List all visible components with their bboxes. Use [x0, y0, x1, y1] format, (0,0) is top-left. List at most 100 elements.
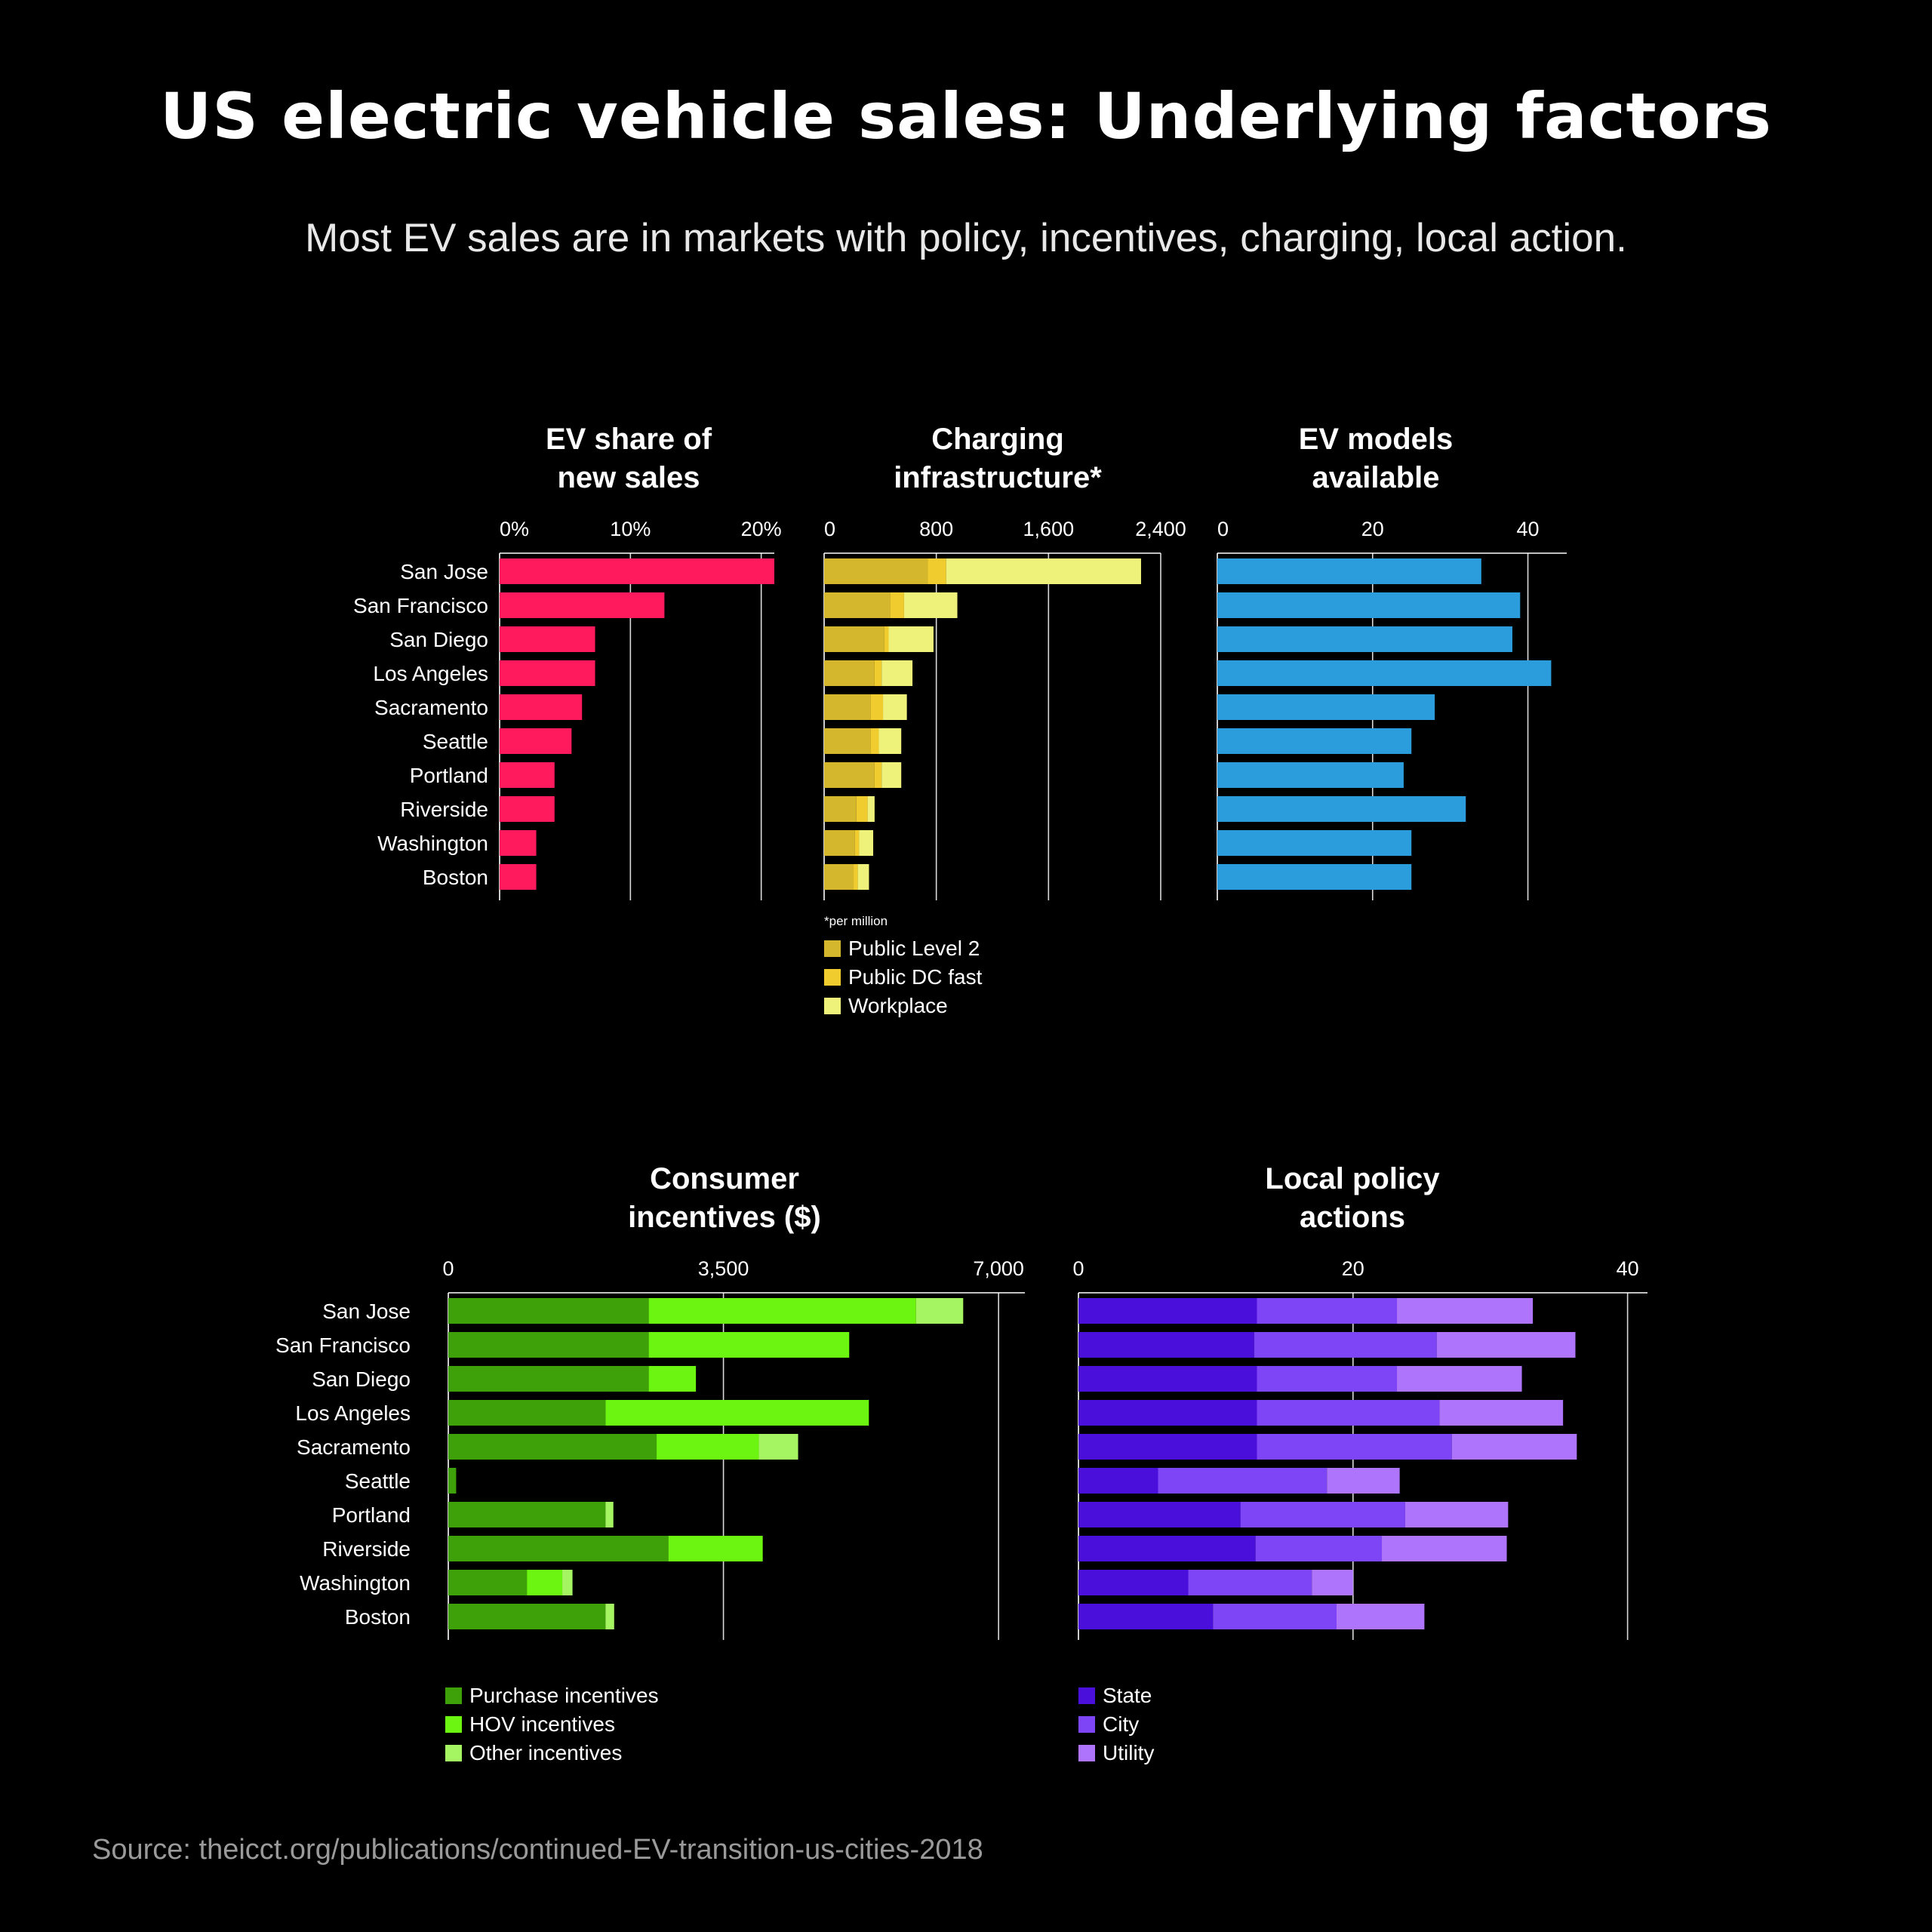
- bar-los-angeles-state: [1078, 1400, 1257, 1426]
- legend-label: Other incentives: [469, 1741, 622, 1764]
- bar-boston-purchase-incentives: [448, 1604, 606, 1629]
- bar-los-angeles-hov-incentives: [605, 1400, 869, 1426]
- bar-riverside-public-level-2: [824, 796, 857, 822]
- chart-ev-share-of-new-sales: EV share of new sales 0% 10% 20% San Jose San …: [353, 423, 782, 900]
- panel-title: Consumer incentives ($): [628, 1162, 821, 1234]
- bar-washington-state: [1078, 1570, 1189, 1595]
- bar-boston-other-incentives: [605, 1604, 614, 1629]
- bar-washington-workplace: [859, 830, 874, 856]
- page-title: US electric vehicle sales: Underlying fa…: [160, 79, 1772, 153]
- bar-los-angeles: [1217, 660, 1552, 686]
- bar-san-diego-utility: [1397, 1366, 1522, 1392]
- category-label: Portland: [410, 764, 488, 787]
- category-label: San Diego: [389, 628, 488, 651]
- panel-title: Local policy actions: [1265, 1162, 1440, 1234]
- tick-label: 1,600: [1023, 518, 1075, 540]
- tick-label: 0: [442, 1257, 454, 1280]
- bar-san-francisco-city: [1254, 1332, 1437, 1358]
- bar-sacramento-purchase-incentives: [448, 1434, 657, 1460]
- legend-label: Utility: [1103, 1741, 1154, 1764]
- tick-label: 0: [1072, 1257, 1084, 1280]
- tick-label: 20: [1342, 1257, 1364, 1280]
- bar-los-angeles-public-level-2: [824, 660, 875, 686]
- bar-boston-utility: [1336, 1604, 1425, 1629]
- bar-riverside-utility: [1382, 1536, 1507, 1561]
- category-label: Seattle: [423, 730, 488, 753]
- bar-sacramento: [1217, 694, 1435, 720]
- bar-los-angeles-workplace: [881, 660, 913, 686]
- bar-san-diego-hov-incentives: [648, 1366, 697, 1392]
- bar-san-francisco-state: [1078, 1332, 1254, 1358]
- category-label: Seattle: [345, 1469, 411, 1493]
- panel-title: Charging infrastructure*: [894, 423, 1102, 494]
- bar-washington-other-incentives: [562, 1570, 573, 1595]
- chart-consumer-incentives: Consumer incentives ($) 0 3,500 7,000 San Jos…: [275, 1162, 1025, 1764]
- bar-boston-public-dc-fast: [854, 864, 858, 890]
- chart-local-policy-actions: Local policy actions 0 20 40 State City Utility: [1072, 1162, 1647, 1764]
- bar-sacramento-workplace: [883, 694, 907, 720]
- bar-san-jose: [1217, 558, 1481, 584]
- legend-swatch: [445, 1716, 462, 1733]
- bar-seattle-public-level-2: [824, 728, 871, 754]
- bar-sacramento-utility: [1451, 1434, 1577, 1460]
- bar-san-jose-workplace: [946, 558, 1141, 584]
- bar-seattle-state: [1078, 1468, 1158, 1494]
- bar-san-francisco: [500, 592, 665, 618]
- category-label: Los Angeles: [373, 662, 488, 685]
- legend-label: State: [1103, 1684, 1152, 1707]
- category-label: San Francisco: [275, 1334, 411, 1357]
- bar-sacramento-other-incentives: [758, 1434, 798, 1460]
- tick-label: 20: [1361, 518, 1384, 540]
- bar-boston-state: [1078, 1604, 1214, 1629]
- panel-title: EV models available: [1299, 423, 1454, 494]
- bar-los-angeles-purchase-incentives: [448, 1400, 606, 1426]
- bar-seattle-workplace: [878, 728, 902, 754]
- bar-san-francisco-hov-incentives: [648, 1332, 850, 1358]
- tick-label: 3,500: [698, 1257, 749, 1280]
- footnote: *per million: [824, 914, 888, 928]
- tick-label: 20%: [741, 518, 782, 540]
- bar-boston: [500, 864, 537, 890]
- bar-san-diego-workplace: [888, 626, 934, 652]
- bar-los-angeles-public-dc-fast: [874, 660, 882, 686]
- legend: Public Level 2 Public DC fast Workplace: [824, 937, 983, 1017]
- category-label: Sacramento: [297, 1435, 411, 1459]
- tick-label: 0%: [500, 518, 529, 540]
- category-label: Boston: [423, 866, 488, 889]
- bar-riverside-hov-incentives: [668, 1536, 763, 1561]
- bar-san-jose-other-incentives: [915, 1298, 964, 1324]
- page-subtitle: Most EV sales are in markets with policy…: [305, 216, 1627, 260]
- bar-washington-purchase-incentives: [448, 1570, 528, 1595]
- bar-portland-utility: [1404, 1502, 1509, 1527]
- bar-san-diego-purchase-incentives: [448, 1366, 649, 1392]
- bar-sacramento-state: [1078, 1434, 1257, 1460]
- legend-swatch: [445, 1687, 462, 1704]
- bar-san-jose-public-dc-fast: [928, 558, 946, 584]
- bar-san-diego-city: [1257, 1366, 1398, 1392]
- legend: Purchase incentives HOV incentives Other i…: [445, 1684, 659, 1764]
- bar-san-jose-city: [1257, 1298, 1398, 1324]
- bar-san-jose-purchase-incentives: [448, 1298, 649, 1324]
- bar-riverside-workplace: [867, 796, 875, 822]
- bar-boston-public-level-2: [824, 864, 854, 890]
- legend-swatch: [1078, 1716, 1095, 1733]
- bar-san-jose-public-level-2: [824, 558, 928, 584]
- legend-label: City: [1103, 1712, 1139, 1736]
- bar-seattle-city: [1158, 1468, 1327, 1494]
- tick-label: 800: [919, 518, 953, 540]
- panel-title: EV share of new sales: [546, 423, 712, 494]
- legend-swatch: [824, 940, 841, 957]
- bar-washington-hov-incentives: [527, 1570, 563, 1595]
- category-label: Portland: [332, 1503, 411, 1527]
- bar-los-angeles-utility: [1439, 1400, 1564, 1426]
- legend-label: Purchase incentives: [469, 1684, 659, 1707]
- category-label: San Diego: [312, 1367, 411, 1391]
- bar-washington: [500, 830, 537, 856]
- legend-label: HOV incentives: [469, 1712, 615, 1736]
- legend-label: Public Level 2: [848, 937, 980, 960]
- category-label: Los Angeles: [295, 1401, 411, 1425]
- legend-swatch: [445, 1745, 462, 1761]
- bar-sacramento-public-level-2: [824, 694, 871, 720]
- chart-ev-models-available: EV models available 0 20 40: [1217, 423, 1567, 900]
